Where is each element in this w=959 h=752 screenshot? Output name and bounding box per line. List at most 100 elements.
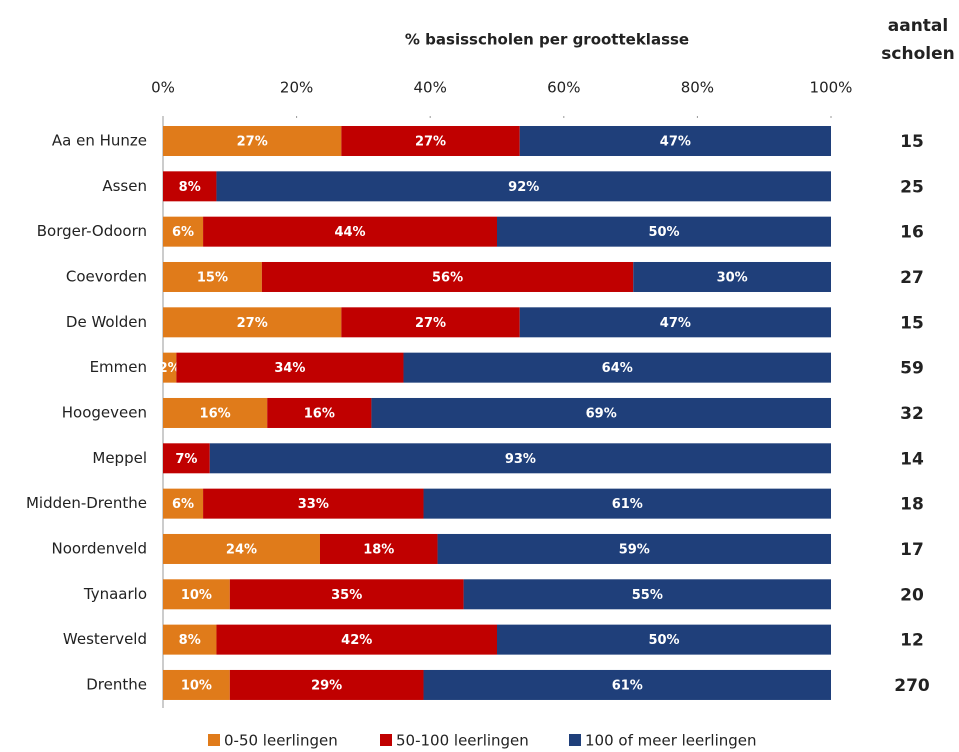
bar-segment (633, 261, 831, 292)
bar-segment (163, 216, 204, 247)
value-label: 69% (586, 406, 617, 421)
bar-segment (163, 307, 342, 338)
legend-label: 50-100 leerlingen (396, 732, 529, 750)
category-label: Aa en Hunze (52, 132, 147, 150)
legend-swatch (569, 734, 581, 746)
bar-segment (519, 307, 831, 338)
value-label: 15% (197, 270, 228, 285)
value-label: 61% (612, 678, 643, 693)
count-label: 270 (894, 676, 930, 696)
value-label: 8% (179, 633, 201, 648)
category-label: Midden-Drenthe (26, 494, 147, 512)
bar-segment (163, 126, 342, 156)
count-label: 25 (900, 177, 924, 197)
bar-segment (229, 669, 424, 700)
bar-segment (267, 397, 372, 428)
value-label: 61% (612, 497, 643, 512)
legend-label: 0-50 leerlingen (224, 732, 338, 750)
value-label: 92% (508, 180, 539, 195)
x-tick-label: 80% (681, 79, 714, 97)
bar-segment (423, 488, 831, 519)
x-tick-label: 60% (547, 79, 580, 97)
value-label: 6% (172, 225, 194, 240)
legend-swatch (380, 734, 392, 746)
bar-segment (176, 352, 404, 383)
bar-segment (319, 533, 438, 564)
bar-segment (216, 624, 497, 655)
bar-segment (163, 533, 320, 564)
count-header: scholen (881, 44, 954, 64)
value-label: 42% (341, 633, 372, 648)
bar-segment (163, 352, 177, 383)
value-label: 6% (172, 497, 194, 512)
bar-segment (209, 443, 831, 474)
bar-segment (163, 624, 217, 655)
bar-segment (403, 352, 831, 383)
x-tick-label: 20% (280, 79, 313, 97)
count-label: 27 (900, 268, 924, 288)
category-label: Borger-Odoorn (37, 222, 147, 240)
category-label: Coevorden (66, 267, 147, 285)
value-label: 30% (717, 270, 748, 285)
bar-segment (423, 669, 831, 700)
value-label: 27% (415, 135, 446, 150)
x-tick-label: 100% (810, 79, 853, 97)
count-label: 17 (900, 540, 924, 560)
value-label: 50% (648, 633, 679, 648)
count-label: 15 (900, 132, 924, 152)
bar-segment (371, 397, 831, 428)
bar-segment (163, 261, 262, 292)
value-label: 33% (298, 497, 329, 512)
value-label: 35% (331, 588, 362, 603)
bar-segment (163, 443, 210, 474)
value-label: 16% (304, 406, 335, 421)
value-label: 47% (660, 135, 691, 150)
x-tick-label: 0% (151, 79, 175, 97)
category-label: Emmen (90, 358, 147, 376)
category-label: Hoogeveen (62, 403, 147, 421)
value-label: 16% (200, 406, 231, 421)
count-label: 14 (900, 449, 924, 469)
value-label: 59% (619, 542, 650, 557)
category-label: Assen (102, 177, 147, 195)
count-label: 20 (900, 585, 924, 605)
bar-segment (497, 624, 831, 655)
bar-segment (437, 533, 831, 564)
legend-swatch (208, 734, 220, 746)
bar-segment (497, 216, 831, 247)
category-label: Drenthe (86, 675, 147, 693)
value-label: 24% (226, 542, 257, 557)
count-label: 12 (900, 631, 924, 651)
bar-segment (163, 579, 230, 610)
bar-segment (341, 307, 520, 338)
bar-segment (163, 171, 217, 202)
value-label: 44% (334, 225, 365, 240)
value-label: 47% (660, 316, 691, 331)
value-label: 34% (274, 361, 305, 376)
count-label: 18 (900, 495, 924, 515)
value-label: 56% (432, 270, 463, 285)
bar-segment (163, 397, 268, 428)
value-label: 55% (632, 588, 663, 603)
count-header: aantal (888, 16, 948, 36)
chart-title: % basisscholen per grootteklasse (405, 31, 689, 49)
bar-segment (203, 216, 497, 247)
bar-segment (229, 579, 464, 610)
bar-segment (163, 488, 204, 519)
value-label: 7% (175, 452, 197, 467)
category-label: De Wolden (66, 313, 147, 331)
value-label: 2% (159, 361, 181, 376)
count-label: 15 (900, 313, 924, 333)
bar-segment (203, 488, 424, 519)
category-label: Tynaarlo (83, 585, 147, 603)
category-label: Westerveld (63, 630, 147, 648)
category-label: Noordenveld (51, 539, 147, 557)
value-label: 27% (415, 316, 446, 331)
legend-label: 100 of meer leerlingen (585, 732, 757, 750)
category-label: Meppel (92, 449, 147, 467)
value-label: 27% (237, 135, 268, 150)
value-label: 29% (311, 678, 342, 693)
bar-segment (216, 171, 831, 202)
bar-segment (463, 579, 831, 610)
